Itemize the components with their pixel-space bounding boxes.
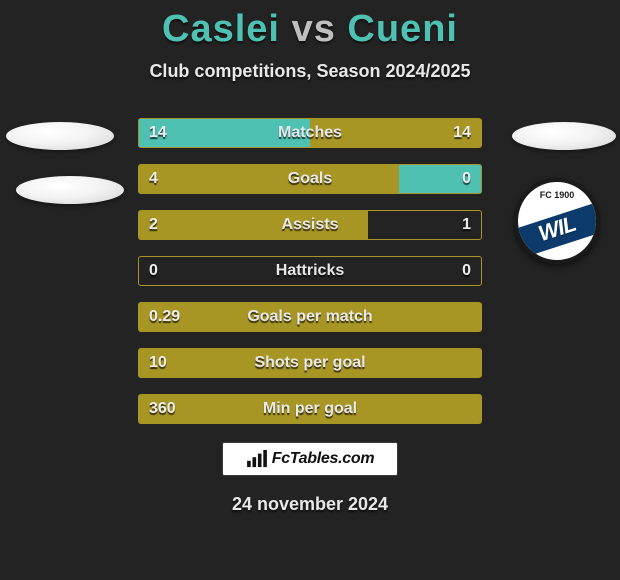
stat-row: 4 0 Goals (138, 164, 482, 194)
stat-value-right: 0 (462, 170, 471, 188)
stat-label: Assists (282, 216, 339, 234)
stat-row: 0 0 Hattricks (138, 256, 482, 286)
stat-label: Hattricks (276, 262, 344, 280)
stat-label: Min per goal (263, 400, 357, 418)
player2-name: Cueni (347, 8, 458, 50)
stat-value-right: 14 (453, 124, 471, 142)
stat-label: Goals (288, 170, 332, 188)
stat-row: 0.29 Goals per match (138, 302, 482, 332)
stats-bars-container: 14 14 Matches 4 0 Goals 2 1 Assists 0 0 Hattricks 0.… (138, 118, 482, 424)
stat-value-left: 14 (149, 124, 167, 142)
club-badge-top-text: FC 1900 (518, 190, 596, 200)
subtitle: Club competitions, Season 2024/2025 (0, 61, 620, 82)
stat-value-left: 2 (149, 216, 158, 234)
stat-label: Goals per match (247, 308, 372, 326)
stat-value-right: 0 (462, 262, 471, 280)
stat-fill-left (139, 165, 399, 193)
stat-label: Matches (278, 124, 342, 142)
comparison-title: Caslei vs Cueni (0, 0, 620, 51)
stat-value-right: 1 (462, 216, 471, 234)
bar-chart-icon (246, 450, 268, 468)
vs-separator: vs (292, 8, 336, 50)
stat-row: 14 14 Matches (138, 118, 482, 148)
player1-badge-placeholder-bottom (16, 176, 124, 204)
brand-text: FcTables.com (272, 450, 375, 468)
stat-value-left: 0.29 (149, 308, 180, 326)
stat-row: 2 1 Assists (138, 210, 482, 240)
stat-value-left: 360 (149, 400, 176, 418)
player1-badge-placeholder-top (6, 122, 114, 150)
brand-box[interactable]: FcTables.com (222, 442, 398, 476)
player2-badge-placeholder-top (512, 122, 616, 150)
player1-name: Caslei (162, 8, 280, 50)
stat-label: Shots per goal (254, 354, 365, 372)
stat-row: 10 Shots per goal (138, 348, 482, 378)
stat-value-left: 0 (149, 262, 158, 280)
footer-date: 24 november 2024 (0, 494, 620, 515)
stat-value-left: 4 (149, 170, 158, 188)
club-badge: FC 1900 WIL (514, 178, 600, 264)
stat-value-left: 10 (149, 354, 167, 372)
stat-row: 360 Min per goal (138, 394, 482, 424)
